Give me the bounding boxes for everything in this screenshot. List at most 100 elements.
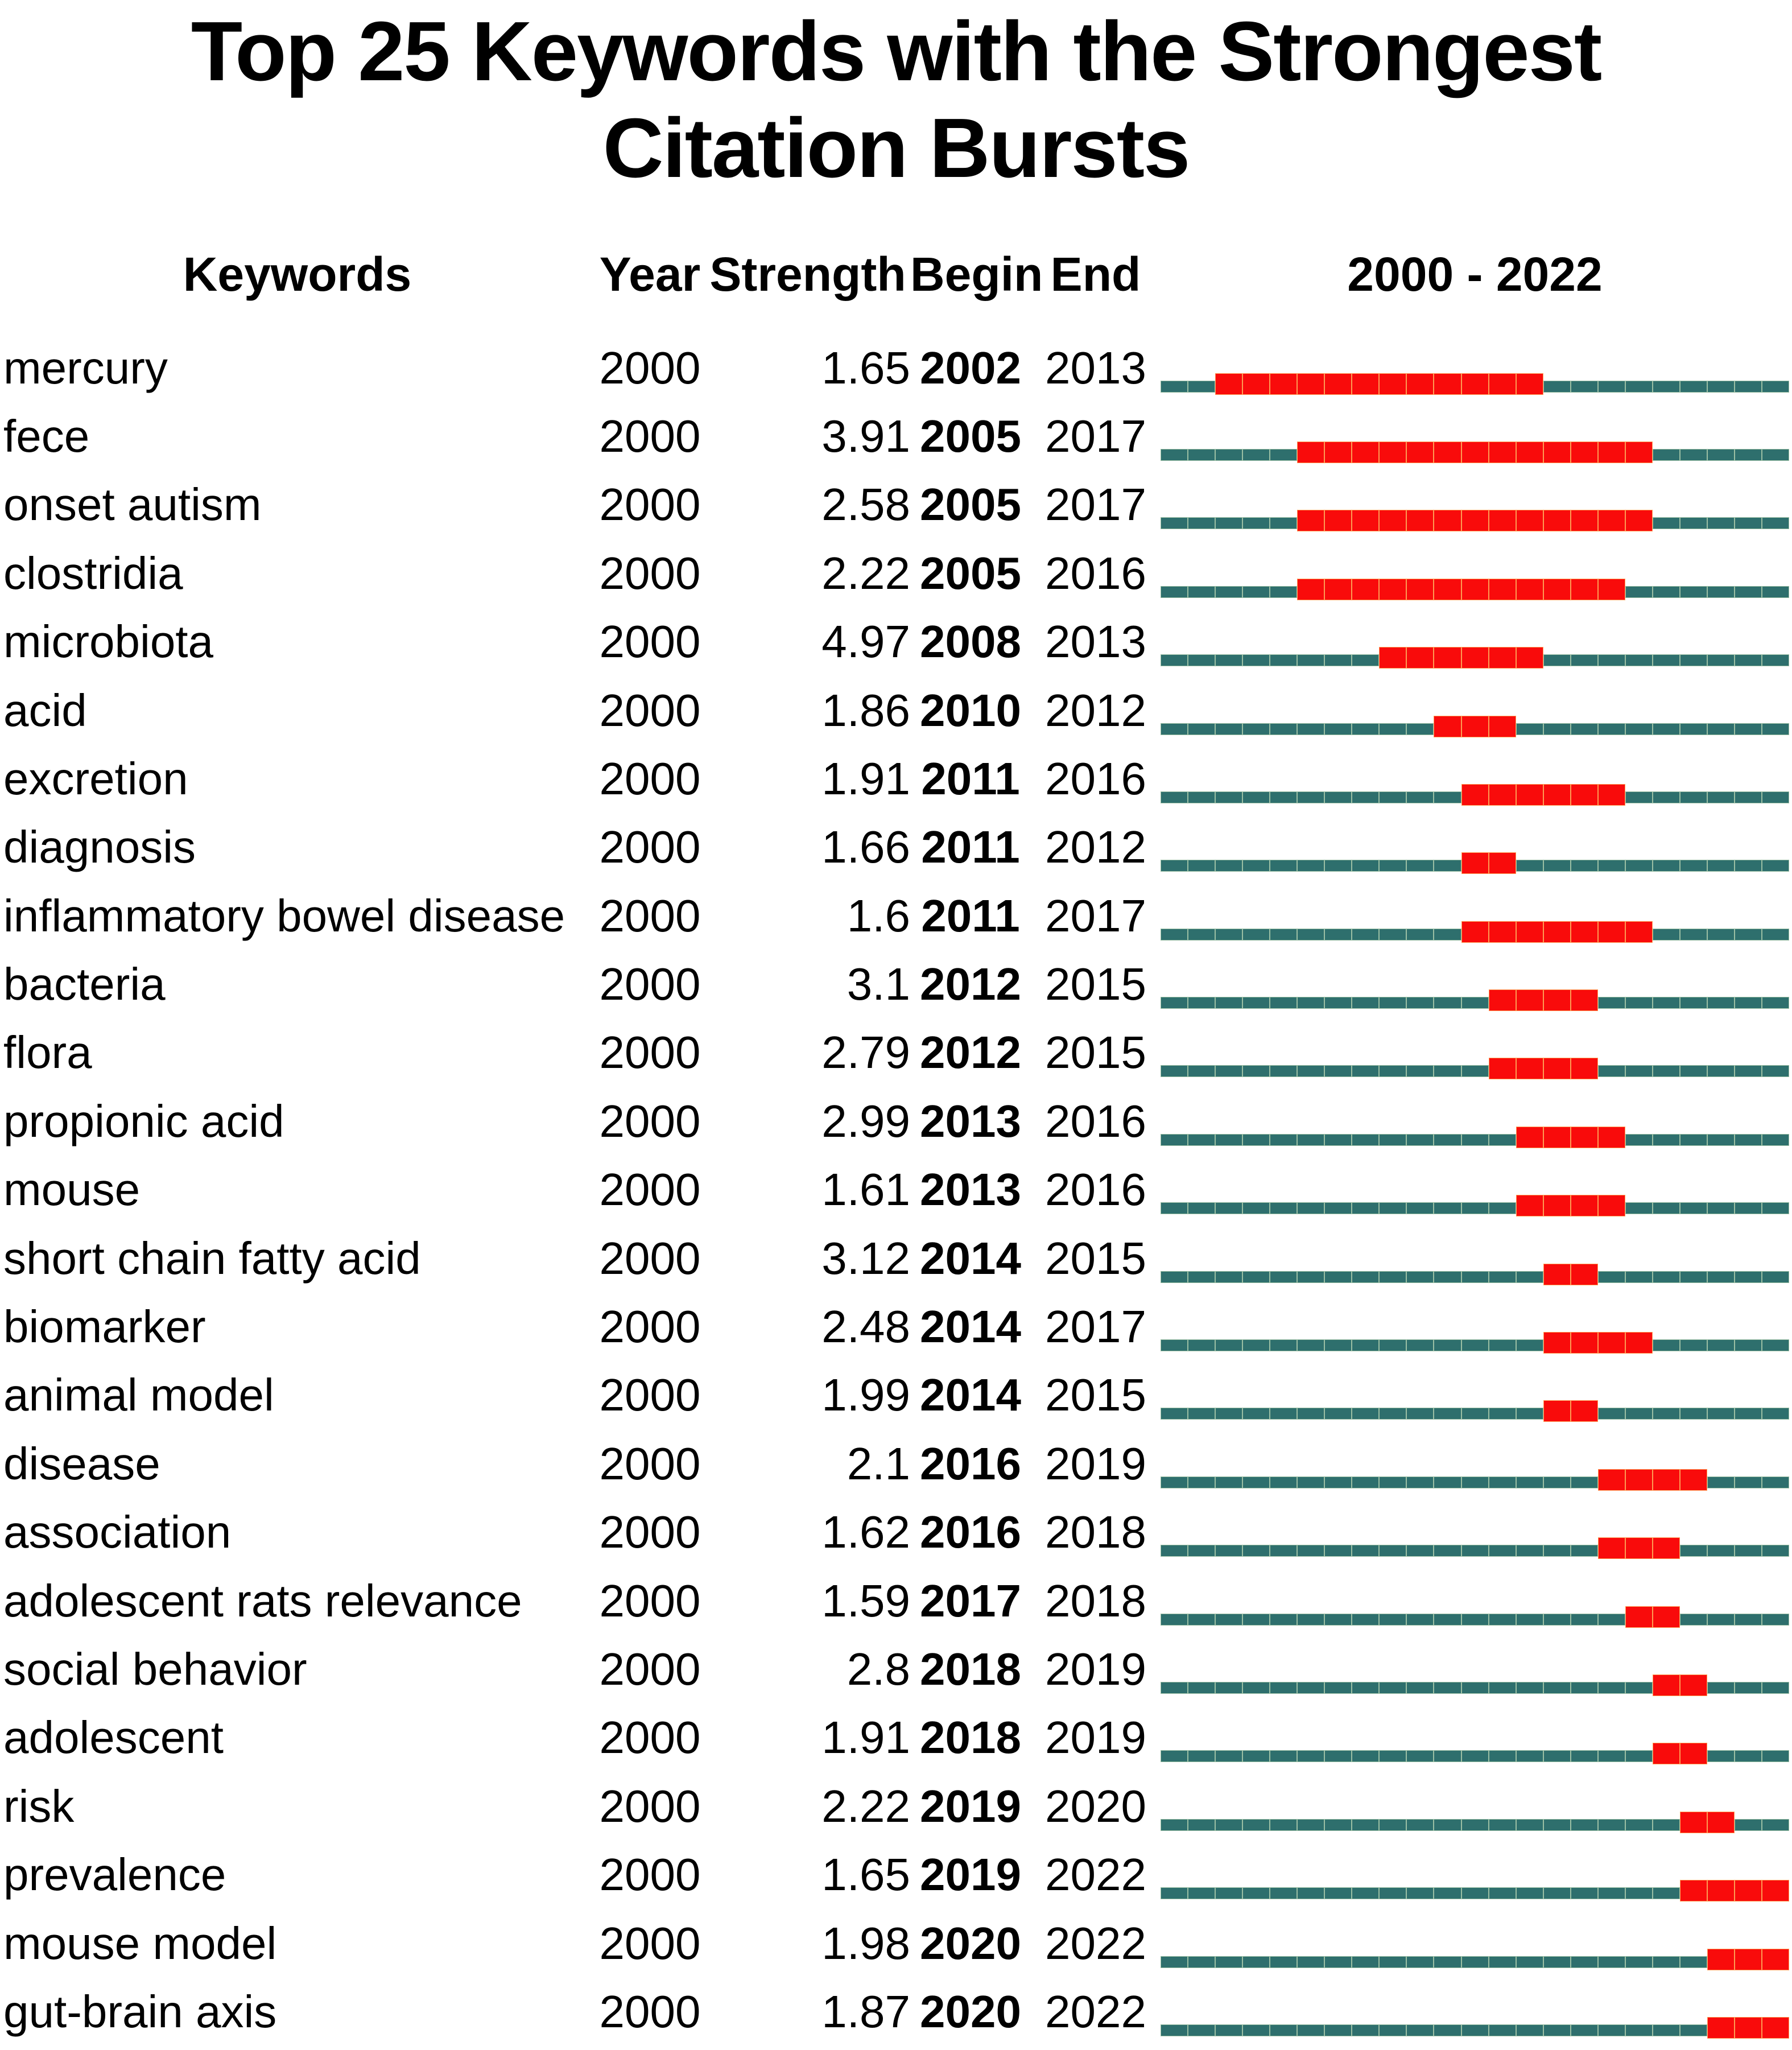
year-segment <box>1324 1956 1352 1968</box>
burst-timeline-bar <box>1161 1121 1790 1148</box>
year-segment <box>1324 723 1352 735</box>
year-segment <box>1406 441 1434 463</box>
year-segment <box>1762 585 1790 598</box>
year-segment <box>1406 1613 1434 1626</box>
year-segment <box>1434 578 1461 600</box>
year-segment <box>1461 2024 1489 2036</box>
year-segment <box>1734 380 1762 393</box>
year-segment <box>1707 517 1735 530</box>
year-segment <box>1679 860 1707 872</box>
year-segment <box>1297 1818 1325 1831</box>
year-segment <box>1516 989 1543 1012</box>
year-segment <box>1379 441 1407 463</box>
year-segment <box>1679 2024 1707 2036</box>
strength-cell: 2.8 <box>847 1643 910 1694</box>
year-segment <box>1570 1545 1598 1557</box>
year-segment <box>1352 578 1380 600</box>
end-cell: 2022 <box>1045 1917 1146 1969</box>
end-cell: 2015 <box>1045 1370 1146 1421</box>
year-segment <box>1570 1681 1598 1694</box>
year-segment <box>1406 928 1434 941</box>
end-cell: 2017 <box>1045 890 1146 941</box>
year-segment <box>1734 654 1762 667</box>
year-segment <box>1379 1545 1407 1557</box>
year-segment <box>1597 1408 1625 1420</box>
keyword-cell: clostridia <box>3 547 183 599</box>
year-segment <box>1242 654 1270 667</box>
year-segment <box>1762 1818 1790 1831</box>
year-segment <box>1297 1476 1325 1488</box>
year-segment <box>1570 989 1598 1012</box>
year-segment <box>1570 1400 1598 1422</box>
year-segment <box>1297 1887 1325 1900</box>
year-segment <box>1297 1065 1325 1078</box>
begin-cell: 2014 <box>920 1232 1021 1284</box>
year-segment <box>1543 1332 1571 1354</box>
year-segment <box>1543 989 1571 1012</box>
year-segment <box>1352 1613 1380 1626</box>
begin-cell: 2005 <box>920 547 1021 599</box>
year-segment <box>1597 1469 1625 1491</box>
begin-cell: 2018 <box>920 1712 1021 1763</box>
year-segment <box>1707 448 1735 461</box>
year-segment <box>1543 1818 1571 1831</box>
burst-timeline-bar <box>1161 1189 1790 1217</box>
year-segment <box>1215 1750 1243 1763</box>
year-segment <box>1516 1408 1543 1420</box>
year-segment <box>1215 1133 1243 1146</box>
year-segment <box>1543 921 1571 943</box>
year-segment <box>1161 860 1188 872</box>
year-segment <box>1324 1818 1352 1831</box>
year-segment <box>1379 1408 1407 1420</box>
begin-cell: 2016 <box>920 1438 1021 1489</box>
year-segment <box>1679 1743 1707 1765</box>
table-row: gut-brain axis 2000 1.87 2020 2022 <box>0 1978 1792 2046</box>
year-segment <box>1434 1271 1461 1283</box>
year-segment <box>1652 723 1680 735</box>
year-segment <box>1324 928 1352 941</box>
year-segment <box>1762 654 1790 667</box>
year-segment <box>1188 791 1216 803</box>
year-segment <box>1161 997 1188 1009</box>
year-segment <box>1242 1133 1270 1146</box>
year-segment <box>1242 1887 1270 1900</box>
year-segment <box>1324 441 1352 463</box>
year-segment <box>1434 1750 1461 1763</box>
year-segment <box>1406 791 1434 803</box>
year-segment <box>1270 1887 1298 1900</box>
end-cell: 2022 <box>1045 1849 1146 1900</box>
year-segment <box>1570 1195 1598 1217</box>
strength-cell: 1.65 <box>821 1849 910 1900</box>
year-segment <box>1379 928 1407 941</box>
year-segment <box>1379 578 1407 600</box>
strength-cell: 1.6 <box>847 890 910 941</box>
year-segment <box>1161 1613 1188 1626</box>
table-row: fece 2000 3.91 2005 2017 <box>0 402 1792 471</box>
table-row: social behavior 2000 2.8 2018 2019 <box>0 1635 1792 1703</box>
strength-cell: 1.91 <box>821 1712 910 1763</box>
year-segment <box>1188 1133 1216 1146</box>
year-segment <box>1707 585 1735 598</box>
begin-cell: 2020 <box>920 1917 1021 1969</box>
strength-cell: 1.99 <box>821 1370 910 1421</box>
year-segment <box>1161 1956 1188 1968</box>
year-segment <box>1188 1271 1216 1283</box>
year-segment <box>1679 1545 1707 1557</box>
strength-cell: 2.58 <box>821 479 910 530</box>
year-segment <box>1488 1202 1516 1215</box>
year-segment <box>1516 1339 1543 1352</box>
year-segment <box>1161 1339 1188 1352</box>
begin-cell: 2010 <box>920 684 1021 736</box>
year-segment <box>1324 1133 1352 1146</box>
year-segment <box>1516 1476 1543 1488</box>
year-segment <box>1270 1271 1298 1283</box>
year-segment <box>1543 1887 1571 1900</box>
year-segment <box>1215 1065 1243 1078</box>
year-segment <box>1161 1133 1188 1146</box>
strength-cell: 2.22 <box>821 547 910 599</box>
year-segment <box>1625 1065 1653 1078</box>
year-segment <box>1652 1674 1680 1696</box>
year-segment <box>1543 783 1571 806</box>
year-segment <box>1461 997 1489 1009</box>
